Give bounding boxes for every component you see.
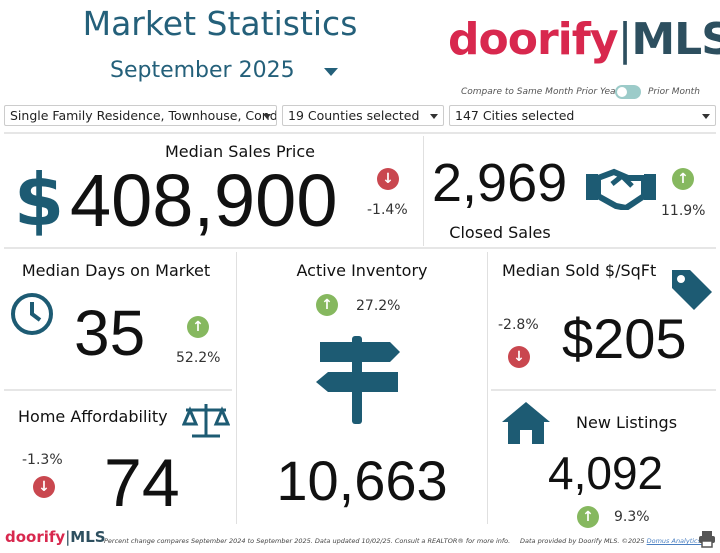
print-icon[interactable] [698,530,716,548]
property-type-filter[interactable]: Single Family Residence, Townhouse, Cond… [4,105,277,126]
divider [4,389,232,391]
active-inventory-value: 10,663 [276,449,448,512]
domus-analytics-link[interactable]: Domus Analytics® [646,537,708,545]
prior-month-label: Prior Month [648,87,700,97]
arrow-down-icon: ↓ [33,476,55,498]
median-dom-value: 35 [74,297,146,369]
median-sales-price-change: -1.4% [367,202,408,218]
divider [423,136,424,246]
arrow-down-icon: ↓ [377,168,399,190]
chevron-down-icon[interactable] [324,68,338,76]
handshake-icon [586,168,656,210]
divider [491,389,716,391]
new-listings-value: 4,092 [548,447,664,499]
home-affordability-change: -1.3% [22,452,63,468]
closed-sales-label: Closed Sales [449,223,551,242]
dropdown-arrow-icon [263,114,271,119]
arrow-up-icon: ↑ [577,506,599,528]
new-listings-change: 9.3% [614,509,650,525]
median-dom-label: Median Days on Market [21,261,211,280]
arrow-down-icon: ↓ [508,346,530,368]
page-title: Market Statistics [82,4,358,43]
closed-sales-value: 2,969 [432,153,568,213]
county-filter[interactable]: 19 Counties selected [282,105,444,126]
house-icon [502,402,550,444]
signpost-icon [316,336,400,424]
footer-note: Percent change compares September 2024 t… [104,537,511,545]
arrow-up-icon: ↑ [316,294,338,316]
doorify-logo: doorify|MLS [448,14,720,65]
footer-logo: doorify|MLS [5,528,106,546]
arrow-up-icon: ↑ [187,316,209,338]
city-filter[interactable]: 147 Cities selected [449,105,716,126]
median-sold-sqft-value: $205 [562,307,687,370]
home-affordability-value: 74 [104,445,180,521]
dropdown-arrow-icon [702,114,710,119]
clock-icon [11,293,53,335]
dropdown-arrow-icon [430,114,438,119]
home-affordability-label: Home Affordability [18,407,168,426]
median-sold-sqft-label: Median Sold $/SqFt [502,261,657,280]
median-sales-price-value: 408,900 [70,159,338,242]
divider [4,247,716,249]
new-listings-label: New Listings [576,413,678,432]
divider [4,132,716,134]
closed-sales-change: 11.9% [661,203,706,219]
scale-icon [182,404,230,438]
active-inventory-label: Active Inventory [296,261,428,280]
price-tag-icon [672,270,712,310]
active-inventory-change: 27.2% [356,298,401,314]
footer-credit: Data provided by Doorify MLS. ©2025 Domu… [520,537,708,545]
median-sales-price-label: Median Sales Price [165,142,315,161]
divider [236,252,237,524]
compare-year-label: Compare to Same Month Prior Year [461,87,620,97]
arrow-up-icon: ↑ [672,168,694,190]
median-sold-sqft-change: -2.8% [498,317,539,333]
median-dom-change: 52.2% [176,350,221,366]
month-selector[interactable]: September 2025 [110,58,295,83]
compare-toggle[interactable] [615,85,641,99]
dollar-icon: $ [14,158,65,242]
divider [487,252,488,524]
